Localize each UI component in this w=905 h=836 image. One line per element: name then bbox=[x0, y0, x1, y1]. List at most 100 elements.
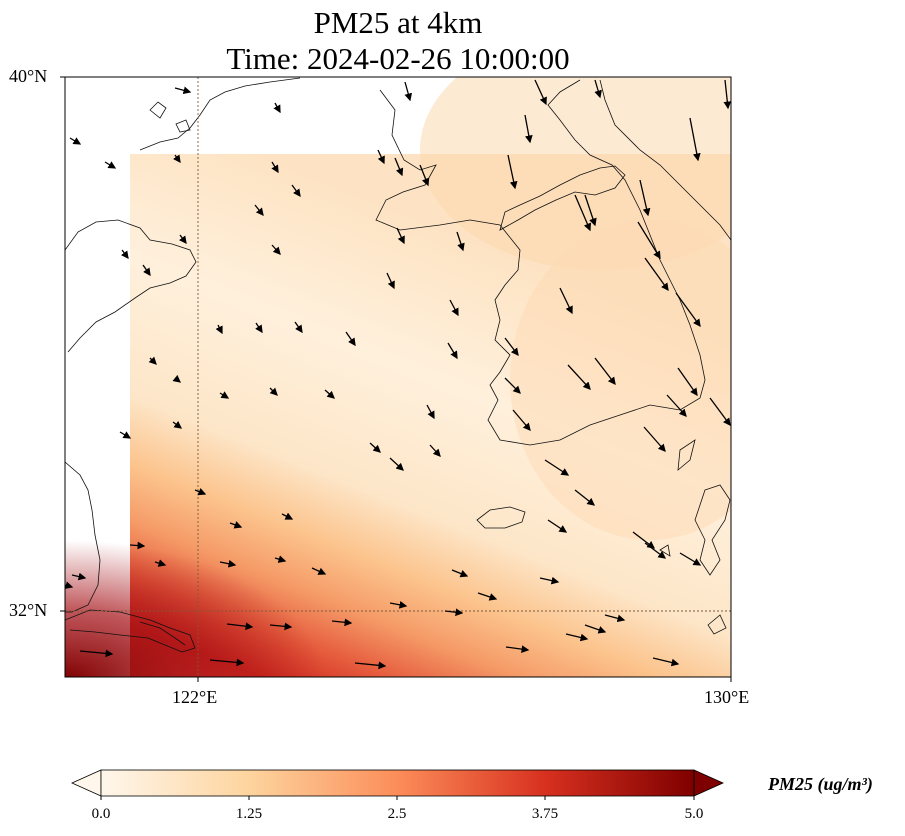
wind-arrow bbox=[539, 576, 560, 585]
wind-arrow bbox=[524, 114, 533, 144]
wind-arrow bbox=[69, 137, 82, 145]
colorbar-tick-0: 0.0 bbox=[91, 806, 111, 822]
liaodong-coast bbox=[139, 77, 301, 151]
wind-arrow bbox=[547, 519, 568, 533]
wind-arrow bbox=[567, 364, 591, 390]
wind-arrow bbox=[426, 404, 435, 420]
wind-arrow bbox=[505, 645, 530, 653]
china-north-coast bbox=[65, 219, 197, 353]
wind-arrow bbox=[219, 391, 230, 399]
wind-arrow bbox=[679, 552, 702, 566]
wind-arrow bbox=[172, 374, 182, 383]
wind-arrow bbox=[559, 287, 573, 315]
wind-arrow bbox=[504, 337, 519, 357]
wind-arrow bbox=[226, 622, 254, 631]
colorbar-tick-4: 5.0 bbox=[684, 806, 704, 822]
wind-arrow bbox=[507, 154, 518, 190]
wind-arrow bbox=[404, 81, 413, 102]
wind-arrow bbox=[215, 324, 223, 335]
wind-arrow bbox=[71, 572, 87, 581]
wind-arrow bbox=[209, 658, 245, 667]
colorbar bbox=[71, 769, 724, 800]
wind-arrow bbox=[389, 457, 404, 471]
wind-arrow bbox=[675, 292, 701, 328]
wind-arrow bbox=[172, 420, 183, 429]
wind-arrow bbox=[311, 567, 327, 575]
wind-arrow bbox=[632, 531, 656, 549]
wind-arrow bbox=[281, 512, 294, 520]
gridlines bbox=[65, 77, 731, 677]
wind-arrow bbox=[173, 154, 181, 164]
map-subtitle-time: Time: 2024-02-26 10:00:00 bbox=[226, 41, 570, 76]
wind-arrow bbox=[574, 489, 596, 506]
wind-arrow bbox=[219, 559, 237, 568]
wind-arrow bbox=[273, 102, 281, 114]
wind-arrow bbox=[449, 299, 459, 317]
wind-arrow bbox=[594, 79, 602, 99]
wind-arrow bbox=[689, 117, 701, 162]
wind-arrow bbox=[512, 409, 531, 431]
wind-arrow bbox=[274, 555, 287, 563]
wind-arrow bbox=[666, 394, 687, 417]
wind-arrow bbox=[709, 397, 731, 427]
wind-arrow bbox=[637, 221, 661, 260]
korea-east-coast bbox=[599, 79, 731, 241]
pm25-korea-elevated bbox=[510, 220, 731, 540]
wind-arrow bbox=[331, 618, 353, 627]
colorbar-tick-1: 1.25 bbox=[235, 806, 263, 822]
wind-arrow bbox=[565, 633, 589, 642]
wind-arrow bbox=[644, 257, 669, 292]
wind-arrow bbox=[119, 431, 132, 439]
wind-vectors bbox=[65, 79, 731, 670]
wind-arrow bbox=[174, 86, 192, 95]
wind-arrow bbox=[451, 569, 469, 578]
wind-arrow bbox=[677, 367, 698, 397]
lon-label-130e: 130°E bbox=[704, 687, 750, 707]
wind-arrow bbox=[504, 377, 521, 394]
pm25-field bbox=[65, 77, 731, 677]
bohai-islands bbox=[149, 101, 191, 133]
wind-arrow bbox=[574, 194, 592, 232]
north-korea-west-coast bbox=[375, 79, 706, 446]
wind-arrow bbox=[148, 356, 157, 365]
colorbar-tick-2: 2.5 bbox=[387, 806, 407, 822]
wind-arrow bbox=[354, 661, 387, 670]
map-frame bbox=[64, 76, 732, 678]
wind-arrow bbox=[389, 600, 408, 609]
wind-arrow bbox=[643, 426, 666, 452]
yalu-river bbox=[499, 165, 626, 231]
wind-arrow bbox=[584, 624, 607, 634]
wind-arrow bbox=[345, 331, 356, 347]
shanghai-coast bbox=[65, 461, 101, 613]
colorbar-gradient bbox=[101, 770, 694, 796]
colorbar-tick-3: 3.75 bbox=[531, 806, 559, 822]
colorbar-extend-max bbox=[693, 769, 724, 797]
wind-arrow bbox=[194, 487, 207, 496]
wind-arrow bbox=[456, 231, 465, 252]
wind-arrow bbox=[178, 234, 187, 245]
wind-arrow bbox=[419, 164, 430, 187]
wind-arrow bbox=[229, 521, 243, 529]
wind-arrow bbox=[65, 581, 74, 589]
wind-arrow bbox=[291, 184, 301, 198]
colorbar-extend-min bbox=[71, 769, 102, 797]
wind-arrow bbox=[154, 559, 167, 567]
wind-arrow bbox=[324, 389, 335, 399]
yangtze-river bbox=[139, 621, 186, 646]
wind-arrow bbox=[129, 541, 146, 550]
coastlines bbox=[65, 77, 731, 653]
wind-arrow bbox=[604, 614, 626, 623]
wind-arrow bbox=[584, 194, 597, 227]
map-title: PM25 at 4km bbox=[313, 5, 483, 40]
wind-arrow bbox=[377, 149, 385, 165]
wind-arrow bbox=[396, 227, 405, 245]
wind-arrow bbox=[594, 357, 616, 386]
colorbar-label: PM25 (ug/m³) bbox=[768, 774, 873, 795]
lat-label-32n: 32°N bbox=[9, 600, 48, 620]
wind-arrow bbox=[269, 387, 278, 396]
wind-arrow bbox=[534, 79, 547, 106]
wind-arrow bbox=[294, 321, 303, 334]
wind-arrow bbox=[104, 161, 117, 169]
wind-arrow bbox=[429, 444, 441, 457]
